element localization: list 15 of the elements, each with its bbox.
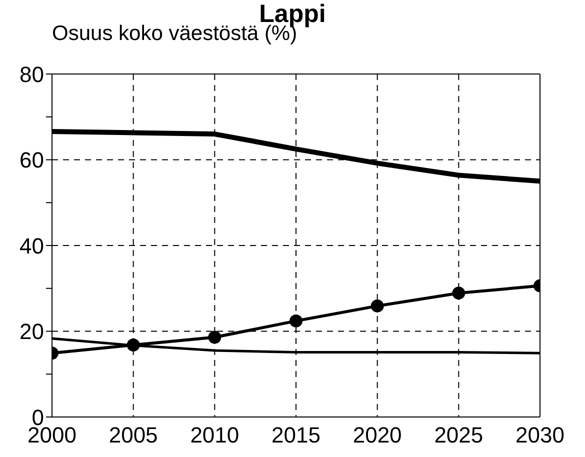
x-tick-label: 2015 [272,422,320,448]
x-tick-label: 2010 [190,422,240,448]
point [208,330,222,344]
point [370,299,384,312]
x-tick-label: 2005 [108,422,158,448]
point [126,338,140,352]
y-tick-label: 80 [20,62,44,87]
y-tick-label: 20 [20,319,44,344]
x-tick-label: 2025 [434,422,484,448]
point [452,286,466,300]
x-tick-label: 2030 [516,422,564,448]
y-tick-label: 40 [20,233,44,258]
y-tick-label: 60 [20,148,44,173]
point [290,314,302,328]
x-tick-label: 2020 [352,422,402,448]
